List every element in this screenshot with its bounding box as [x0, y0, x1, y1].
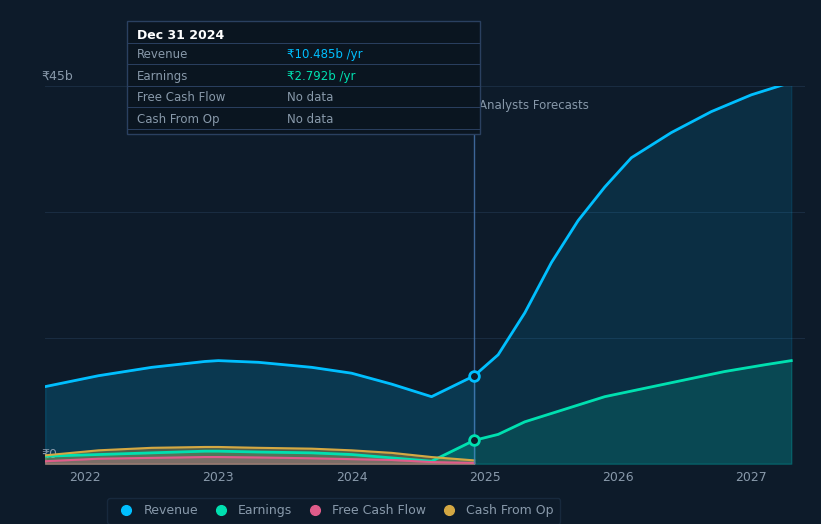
Text: ₹2.792b /yr: ₹2.792b /yr [287, 70, 355, 83]
Text: Cash From Op: Cash From Op [137, 113, 219, 126]
Text: Revenue: Revenue [137, 48, 189, 61]
Text: Analysts Forecasts: Analysts Forecasts [479, 99, 589, 112]
Text: Earnings: Earnings [137, 70, 189, 83]
Text: Dec 31 2024: Dec 31 2024 [137, 29, 224, 42]
Text: ₹0: ₹0 [41, 447, 57, 461]
Text: No data: No data [287, 91, 333, 104]
Legend: Revenue, Earnings, Free Cash Flow, Cash From Op: Revenue, Earnings, Free Cash Flow, Cash … [108, 498, 560, 523]
Text: Past: Past [444, 99, 469, 112]
Text: No data: No data [287, 113, 333, 126]
Text: Free Cash Flow: Free Cash Flow [137, 91, 226, 104]
Text: ₹10.485b /yr: ₹10.485b /yr [287, 48, 363, 61]
Text: ₹45b: ₹45b [41, 70, 73, 83]
